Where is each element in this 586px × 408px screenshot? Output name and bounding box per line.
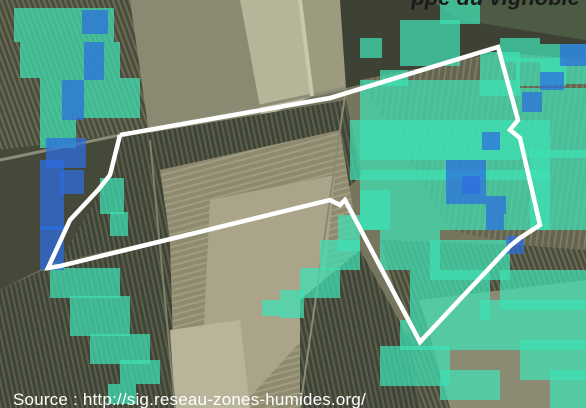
map-title: ppé du vignoble — [411, 0, 580, 9]
wetland-overlay-probable — [14, 0, 586, 408]
source-caption: Source : http://sig.reseau-zones-humides… — [13, 390, 366, 408]
wetland-overlay-strong — [40, 10, 586, 270]
parcel-outline-icon — [44, 44, 543, 346]
